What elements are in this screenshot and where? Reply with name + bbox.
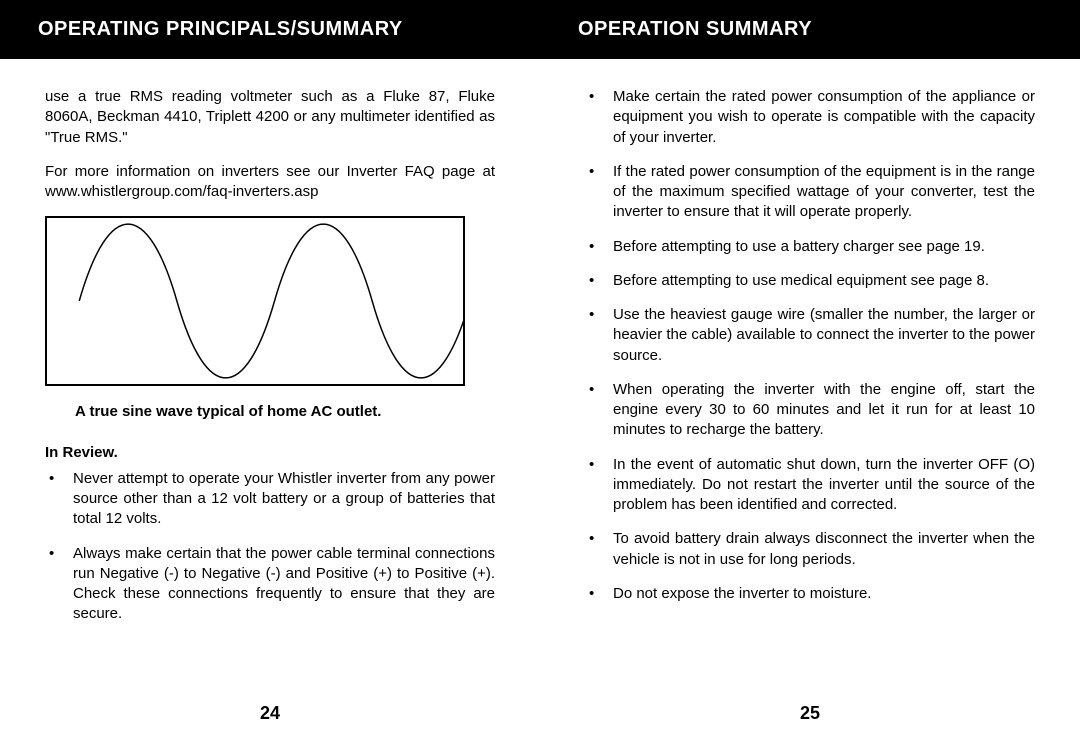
left-bullet-list: •Never attempt to operate your Whistler … — [45, 469, 495, 625]
bullet-text: Always make certain that the power cable… — [73, 544, 495, 625]
bullet-text: When operating the inverter with the eng… — [613, 380, 1035, 441]
list-item: •Use the heaviest gauge wire (smaller th… — [585, 305, 1035, 366]
page-number-left: 24 — [0, 703, 540, 724]
sine-path — [79, 224, 463, 378]
bullet-dot: • — [585, 584, 613, 604]
header-bar: OPERATING PRINCIPALS/SUMMARY OPERATION S… — [0, 0, 1080, 59]
header-left: OPERATING PRINCIPALS/SUMMARY — [0, 0, 540, 59]
page-numbers: 24 25 — [0, 703, 1080, 742]
header-right: OPERATION SUMMARY — [540, 0, 1080, 59]
figure-caption: A true sine wave typical of home AC outl… — [75, 402, 495, 422]
right-bullet-list: •Make certain the rated power consumptio… — [585, 87, 1035, 604]
bullet-dot: • — [585, 305, 613, 366]
bullet-text: To avoid battery drain always disconnect… — [613, 529, 1035, 570]
list-item: •Always make certain that the power cabl… — [45, 544, 495, 625]
list-item: •When operating the inverter with the en… — [585, 380, 1035, 441]
left-column: use a true RMS reading voltmeter such as… — [0, 59, 540, 703]
bullet-text: Before attempting to use a battery charg… — [613, 237, 1035, 257]
page-spread: OPERATING PRINCIPALS/SUMMARY OPERATION S… — [0, 0, 1080, 742]
list-item: •Never attempt to operate your Whistler … — [45, 469, 495, 530]
bullet-dot: • — [45, 469, 73, 530]
bullet-text: Use the heaviest gauge wire (smaller the… — [613, 305, 1035, 366]
content-columns: use a true RMS reading voltmeter such as… — [0, 59, 1080, 703]
bullet-dot: • — [585, 162, 613, 223]
bullet-dot: • — [585, 87, 613, 148]
bullet-text: Do not expose the inverter to moisture. — [613, 584, 1035, 604]
bullet-text: Never attempt to operate your Whistler i… — [73, 469, 495, 530]
bullet-dot: • — [585, 271, 613, 291]
bullet-dot: • — [585, 529, 613, 570]
bullet-dot: • — [585, 380, 613, 441]
right-column: •Make certain the rated power consumptio… — [540, 59, 1080, 703]
list-item: •Before attempting to use medical equipm… — [585, 271, 1035, 291]
bullet-text: Before attempting to use medical equipme… — [613, 271, 1035, 291]
list-item: •To avoid battery drain always disconnec… — [585, 529, 1035, 570]
sine-wave-figure — [45, 216, 465, 386]
bullet-dot: • — [585, 237, 613, 257]
para-faq: For more information on inverters see ou… — [45, 162, 495, 203]
bullet-text: If the rated power consumption of the eq… — [613, 162, 1035, 223]
list-item: •If the rated power consumption of the e… — [585, 162, 1035, 223]
list-item: •Make certain the rated power consumptio… — [585, 87, 1035, 148]
list-item: •Before attempting to use a battery char… — [585, 237, 1035, 257]
para-rms: use a true RMS reading voltmeter such as… — [45, 87, 495, 148]
bullet-dot: • — [585, 455, 613, 516]
sine-wave-svg — [47, 218, 463, 384]
list-item: •Do not expose the inverter to moisture. — [585, 584, 1035, 604]
page-number-right: 25 — [540, 703, 1080, 724]
bullet-dot: • — [45, 544, 73, 625]
list-item: •In the event of automatic shut down, tu… — [585, 455, 1035, 516]
in-review-heading: In Review. — [45, 443, 495, 463]
bullet-text: In the event of automatic shut down, tur… — [613, 455, 1035, 516]
bullet-text: Make certain the rated power consumption… — [613, 87, 1035, 148]
